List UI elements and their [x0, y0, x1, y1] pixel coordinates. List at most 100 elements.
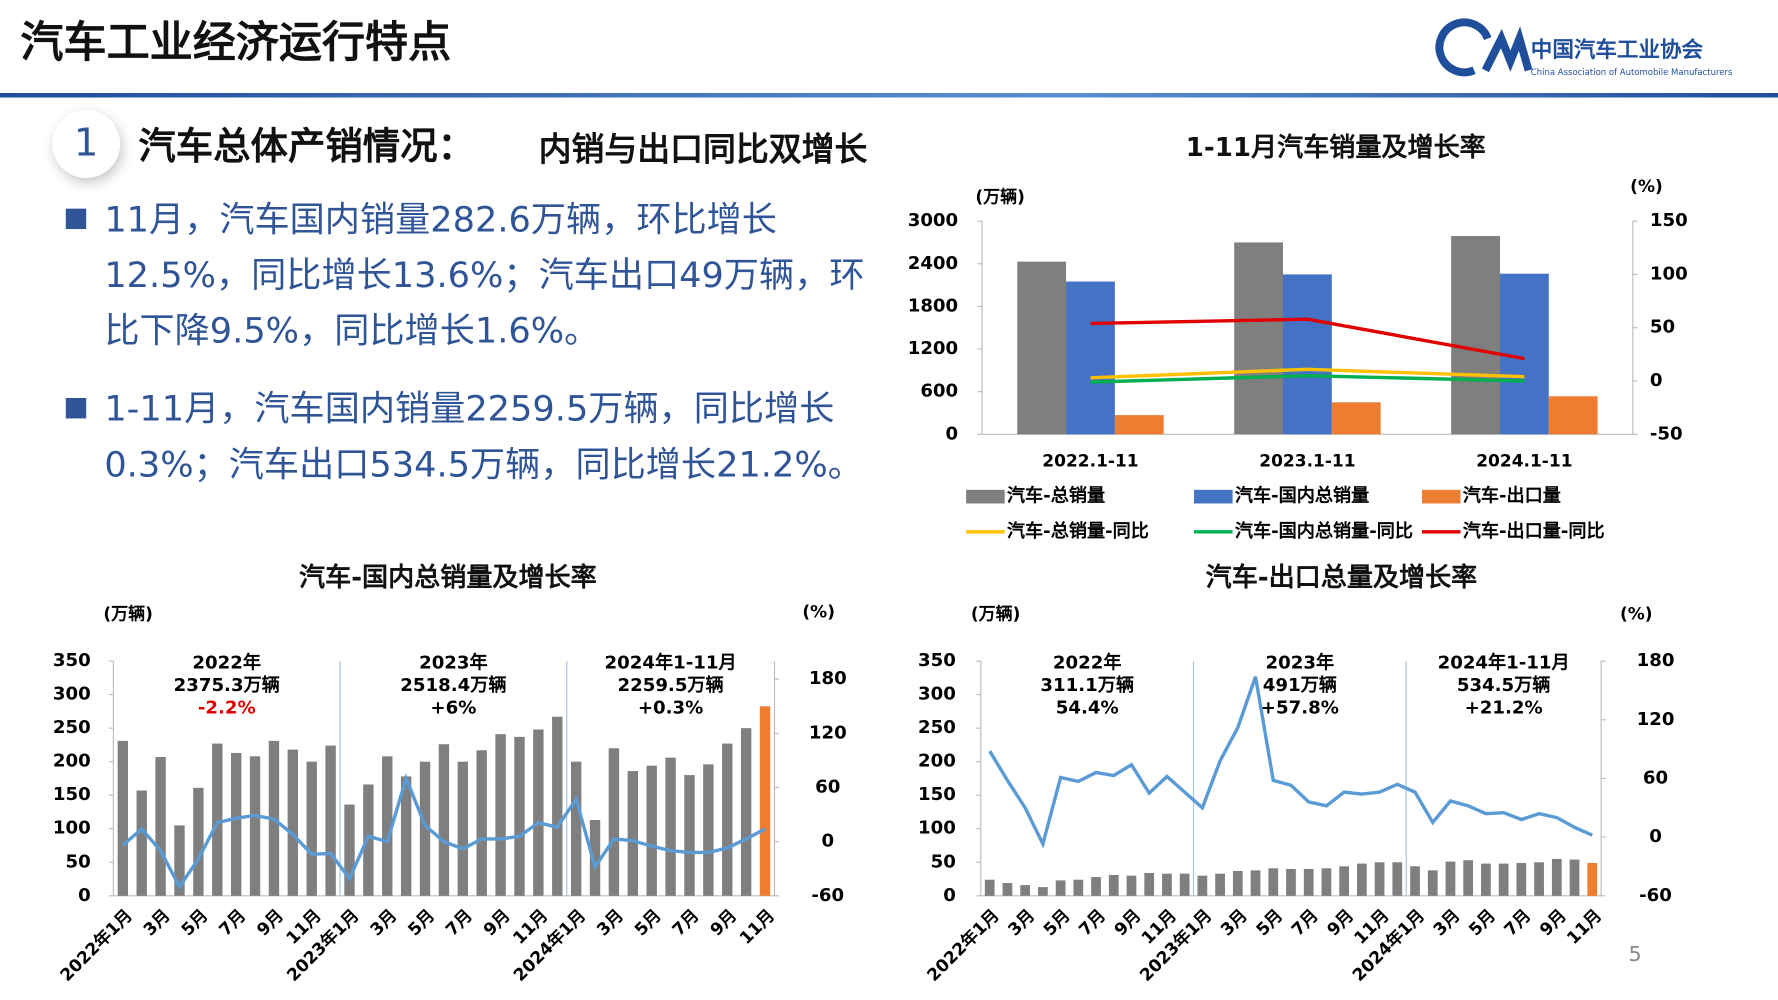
bar — [627, 771, 639, 896]
page-number: 5 — [1629, 942, 1642, 966]
bar — [984, 879, 995, 896]
legend-label: 汽车-国内总销量-同比 — [1235, 520, 1413, 542]
bar — [1017, 261, 1067, 435]
badge — [52, 109, 121, 179]
bullet-marker — [65, 208, 87, 230]
y-axis-label: (万辆) — [975, 186, 1025, 207]
y-tick-label: 350 — [53, 650, 91, 671]
bar — [740, 728, 752, 896]
bar — [1091, 877, 1101, 896]
y2-tick-label: -60 — [1639, 885, 1672, 906]
y2-tick-label: 100 — [1650, 263, 1688, 284]
x-tick-label: 7月 — [442, 906, 477, 941]
bar — [249, 756, 261, 896]
annotation-amount: 2259.5万辆 — [617, 674, 723, 696]
y-axis-label: (万辆) — [971, 604, 1021, 625]
annotation-year: 2023年 — [1266, 651, 1335, 673]
y-axis-label: (万辆) — [103, 604, 153, 625]
bar — [230, 752, 242, 896]
y-tick-label: 300 — [918, 684, 956, 705]
bar — [570, 761, 582, 896]
bar — [1283, 274, 1332, 435]
x-tick-label: 2022年1月 — [56, 905, 137, 986]
bar — [1250, 870, 1261, 896]
bar — [1569, 859, 1580, 896]
bar — [608, 748, 620, 896]
x-tick-label: 7月 — [669, 906, 704, 941]
y-tick-label: 0 — [943, 885, 956, 906]
bar — [722, 743, 733, 896]
bar — [1481, 863, 1491, 896]
y2-tick-label: 60 — [815, 776, 840, 797]
annotation-amount: 311.1万辆 — [1040, 674, 1134, 696]
bar — [514, 736, 525, 896]
x-tick-label: 11月 — [1563, 906, 1606, 949]
y-tick-label: 600 — [920, 381, 958, 402]
y-tick-label: 0 — [78, 885, 91, 906]
annotation-growth: -2.2% — [198, 698, 256, 719]
x-tick-label: 5月 — [1040, 906, 1075, 941]
annotation-year: 2024年1-11月 — [605, 651, 737, 673]
x-tick-label: 3月 — [1430, 906, 1465, 941]
y2-axis-label: (%) — [802, 602, 835, 622]
legend-label: 汽车-国内总销量 — [1235, 485, 1369, 507]
bar — [1498, 863, 1509, 896]
annotation-amount: 2375.3万辆 — [174, 674, 280, 696]
bar — [1339, 866, 1350, 896]
y-tick-label: 100 — [53, 818, 91, 839]
chart-title: 汽车-出口总量及增长率 — [1206, 562, 1478, 593]
x-tick-label: 7月 — [1075, 906, 1110, 941]
bar — [212, 743, 223, 896]
y-tick-label: 50 — [65, 851, 90, 872]
header-rule — [0, 92, 1778, 98]
chart-title: 1-11月汽车销量及增长率 — [1186, 132, 1486, 163]
x-tick-label: 3月 — [367, 906, 402, 941]
x-tick-label: 5月 — [631, 906, 666, 941]
chart-title: 汽车-国内总销量及增长率 — [299, 562, 597, 593]
annotation-growth: +0.3% — [638, 698, 703, 719]
bar — [1516, 862, 1527, 896]
bar — [665, 757, 676, 896]
y-tick-label: 0 — [946, 423, 959, 444]
bar — [1534, 862, 1544, 896]
bar — [155, 756, 166, 896]
bar — [552, 716, 563, 896]
y-tick-label: 150 — [918, 784, 956, 805]
annotation-amount: 491万辆 — [1263, 674, 1337, 696]
line-series — [121, 773, 766, 891]
y-tick-label: 300 — [53, 684, 91, 705]
bar — [1551, 858, 1562, 896]
legend-swatch — [1194, 489, 1233, 504]
bar — [1356, 863, 1367, 896]
bar — [646, 765, 657, 896]
y2-tick-label: 60 — [1643, 767, 1668, 788]
bar — [193, 787, 204, 896]
bar — [1548, 396, 1598, 435]
bar — [1392, 862, 1403, 896]
x-tick-label: 3月 — [593, 906, 628, 941]
bar — [1179, 873, 1190, 896]
y2-tick-label: 0 — [1649, 826, 1662, 847]
bar — [1108, 875, 1119, 896]
bar — [1066, 281, 1115, 435]
legend-label: 汽车-总销量 — [1007, 485, 1105, 507]
bar — [703, 764, 714, 896]
x-tick-label: 3月 — [1004, 906, 1039, 941]
x-tick-label: 3月 — [1217, 906, 1252, 941]
legend-label: 汽车-出口量 — [1463, 485, 1561, 507]
legend-swatch — [1421, 489, 1461, 504]
bar — [174, 825, 185, 896]
bar — [1144, 873, 1155, 896]
bar — [136, 790, 147, 896]
y-tick-label: 1200 — [908, 338, 958, 359]
bar — [382, 756, 393, 896]
bar — [1234, 242, 1284, 435]
bar — [589, 820, 601, 896]
bar — [495, 734, 506, 896]
y-tick-label: 200 — [918, 751, 956, 772]
y-tick-label: 3000 — [908, 210, 958, 231]
bar — [287, 749, 299, 896]
annotation-amount: 2518.4万辆 — [400, 674, 506, 696]
bar — [1268, 868, 1279, 896]
